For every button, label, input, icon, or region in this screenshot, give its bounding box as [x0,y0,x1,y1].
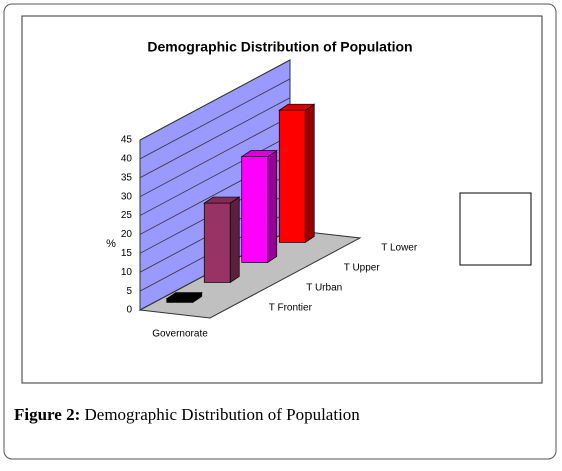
grid-line [139,135,291,216]
bar-side [229,196,240,284]
y-tick-label: 10 [121,267,133,278]
bar-front [278,109,306,243]
grid-line [139,59,291,141]
y-axis-label: % [106,238,116,250]
y-tick-label: 25 [121,210,133,221]
y-tick-label: 5 [126,286,132,297]
caption-label: Figure 2: [14,405,80,424]
bar-top [203,196,241,204]
bar-top [165,292,203,299]
y-tick-label: 15 [121,248,133,259]
bar-side [267,149,278,264]
grid-line [139,116,291,198]
grid-line [139,97,291,179]
bar-front [241,156,269,263]
bar [203,196,241,284]
caption-text: Demographic Distribution of Population [85,405,361,424]
bar-top [278,103,316,111]
y-tick-label: 0 [126,305,132,316]
grid-line [139,78,291,160]
series-axis-label: T Frontier [269,303,313,314]
y-tick-label: 35 [121,172,133,183]
y-tick-label: 20 [121,229,133,240]
bar-front [166,298,194,303]
bar-top [240,150,278,157]
y-tick-label: 40 [121,154,133,165]
bar [278,103,316,244]
y-tick-label: 45 [121,135,133,146]
y-tick-label: 30 [121,191,133,202]
bar [240,149,278,264]
series-axis-label: T Lower [381,243,418,254]
series-axis-label: T Upper [344,263,381,274]
caption: Figure 2: Demographic Distribution of Po… [14,405,360,424]
bar-front [203,202,231,283]
x-tick-label: Governorate [152,329,208,340]
series-axis-label: T Urban [306,283,342,294]
legend-box [459,192,532,266]
bar-side [304,103,315,244]
bar [165,291,203,304]
chart-title: Demographic Distribution of Population [147,39,412,55]
